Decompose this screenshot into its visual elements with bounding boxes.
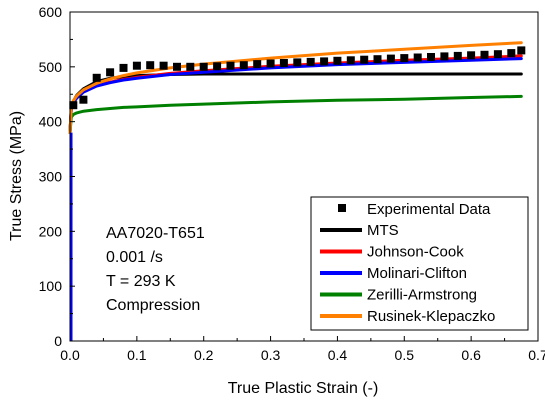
experimental-point: [360, 55, 369, 64]
experimental-point: [306, 57, 315, 66]
experimental-point: [279, 59, 288, 67]
x-tick-label: 0.2: [194, 347, 214, 363]
y-tick-label: 200: [39, 223, 63, 239]
experimental-point: [493, 50, 502, 59]
experimental-point: [517, 46, 526, 55]
annotation-temperature: T = 293 K: [106, 273, 176, 290]
experimental-point: [226, 61, 235, 70]
y-tick-label: 500: [39, 59, 63, 75]
experimental-point: [69, 101, 78, 110]
y-tick-label: 400: [39, 114, 63, 130]
legend-label-molinari-clifton: Molinari-Clifton: [367, 265, 467, 282]
experimental-point: [333, 56, 342, 65]
x-tick-label: 0.6: [461, 347, 481, 363]
experimental-point: [266, 59, 275, 68]
series-line-rusinek-klepaczko: [68, 41, 523, 135]
experimental-point: [373, 55, 382, 64]
y-tick-label: 300: [39, 169, 63, 185]
x-tick-label: 0.1: [127, 347, 147, 363]
legend-label-rusinek-klepaczko: Rusinek-Klepaczko: [367, 308, 495, 325]
legend-label-zerilli-armstrong: Zerilli-Armstrong: [367, 287, 477, 304]
experimental-point: [132, 61, 141, 70]
experimental-point: [413, 53, 422, 62]
experimental-point: [400, 54, 409, 63]
experimental-point: [293, 58, 302, 67]
x-tick-label: 0.0: [60, 347, 80, 363]
y-axis-label: True Stress (MPa): [8, 111, 25, 241]
experimental-point: [253, 60, 262, 69]
annotation-material: AA7020-T651: [106, 225, 205, 242]
x-tick-label: 0.5: [395, 347, 415, 363]
legend-label-mts: MTS: [367, 222, 399, 239]
experimental-point: [79, 95, 88, 104]
experimental-point: [106, 68, 115, 77]
experimental-point: [440, 52, 449, 61]
series-line-zerilli-armstrong: [68, 94, 523, 135]
experimental-point: [173, 62, 181, 71]
experimental-point: [119, 63, 128, 72]
annotation-block: AA7020-T651 0.001 /s T = 293 K Compressi…: [106, 225, 205, 314]
experimental-point: [199, 62, 208, 71]
annotation-strain-rate: 0.001 /s: [106, 249, 163, 266]
x-tick-label: 0.4: [328, 347, 348, 363]
y-tick-label: 0: [54, 333, 62, 349]
experimental-point: [427, 53, 435, 61]
experimental-point: [507, 49, 516, 58]
y-tick-label: 600: [39, 4, 63, 20]
experimental-point: [386, 54, 395, 63]
experimental-point: [346, 56, 355, 65]
legend-series: MTS Johnson-Cook Molinari-Clifton Zerilli-A…: [320, 222, 495, 325]
legend-label-johnson-cook: Johnson-Cook: [367, 244, 464, 261]
legend-marker-experimental: [338, 204, 346, 212]
axis-layer: 0.0 0.1 0.2 0.3 0.4 0.5 0.6 0.7 0 100 200 300 400 500…: [39, 4, 545, 363]
experimental-point: [146, 61, 155, 70]
legend: Experimental Data MTS Johnson-Cook Molinar…: [310, 196, 529, 331]
experimental-point: [480, 50, 489, 59]
series-layer: [68, 41, 523, 341]
experimental-point: [467, 51, 476, 60]
x-axis-label: True Plastic Strain (-): [228, 380, 379, 397]
experimental-point: [186, 62, 195, 71]
experimental-point: [320, 57, 329, 66]
x-tick-label: 0.3: [261, 347, 281, 363]
legend-frame: [310, 196, 529, 331]
experimental-point: [92, 73, 101, 82]
experimental-point: [159, 61, 168, 70]
experimental-point: [213, 62, 222, 71]
annotation-loading: Compression: [106, 297, 200, 314]
x-tick-label: 0.7: [528, 347, 545, 363]
y-tick-label: 100: [39, 278, 63, 294]
legend-label-experimental: Experimental Data: [367, 201, 491, 218]
experimental-markers: [69, 46, 526, 110]
experimental-point: [453, 51, 462, 60]
experimental-point: [239, 61, 248, 70]
